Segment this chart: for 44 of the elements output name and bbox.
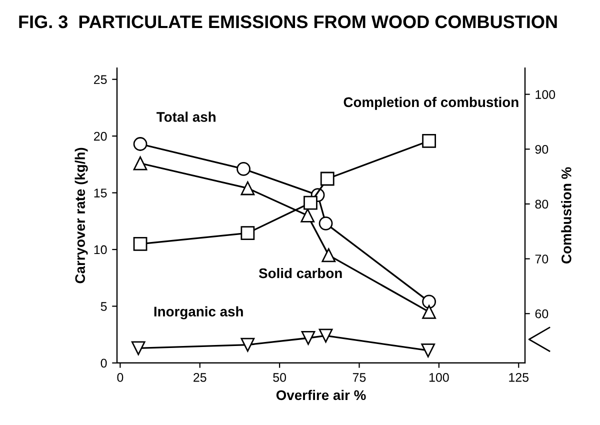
point — [422, 304, 436, 319]
point — [131, 341, 146, 356]
point — [318, 328, 333, 343]
y2-axis-title: Combustion % — [561, 167, 572, 264]
point — [133, 137, 148, 151]
x-tick-label: 50 — [273, 373, 286, 382]
series-label: Total ash — [156, 112, 216, 122]
point — [240, 226, 255, 240]
point — [240, 181, 255, 196]
point — [421, 344, 436, 358]
text: Completion of combustion — [344, 96, 518, 110]
y-axis-title: Carryover rate (kg/h) — [74, 148, 88, 284]
series-label: Inorganic ash — [154, 306, 243, 320]
point — [422, 134, 436, 148]
point — [240, 338, 255, 352]
point — [133, 237, 148, 251]
y2-tick-label: 70 — [535, 254, 548, 264]
y-tick-label: 0 — [100, 358, 107, 368]
x-tick-label: 25 — [194, 373, 206, 382]
y-tick-label: 10 — [94, 245, 107, 254]
chart-title: FIG. 3 PARTICULATE EMISSIONS FROM WOOD COMBUSTION — [19, 15, 557, 28]
point — [422, 294, 436, 309]
y-tick-label: 15 — [94, 188, 107, 198]
point — [300, 208, 315, 222]
point — [322, 248, 336, 262]
point — [318, 216, 333, 230]
y2-tick-label: 100 — [536, 90, 556, 99]
x-tick-label: 125 — [509, 373, 529, 382]
point — [133, 156, 148, 170]
x-tick-label: 100 — [429, 373, 449, 382]
y-tick-label: 20 — [94, 132, 107, 141]
y-tick-label: 25 — [94, 75, 107, 84]
x-axis-title: Overfire air % — [276, 390, 366, 400]
y2-tick-label: 90 — [535, 144, 548, 154]
x-tick-label: 0 — [117, 373, 124, 382]
point — [304, 196, 318, 210]
series-label: Solid carbon — [258, 268, 342, 278]
y-tick-label: 5 — [100, 302, 107, 311]
y2-tick-label: 60 — [535, 309, 548, 318]
point — [301, 331, 316, 345]
x-tick-label: 75 — [352, 373, 366, 382]
point — [236, 162, 250, 176]
y2-tick-label: 80 — [535, 200, 548, 209]
point — [320, 172, 334, 186]
